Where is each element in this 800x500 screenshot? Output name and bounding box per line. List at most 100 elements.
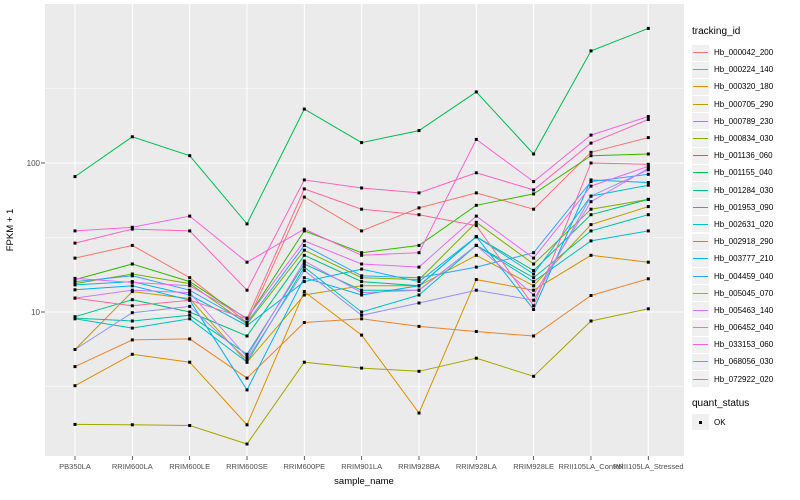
data-point bbox=[589, 319, 593, 323]
legend-item: Hb_005463_140 bbox=[692, 302, 798, 319]
legend-key bbox=[692, 216, 709, 233]
data-point bbox=[188, 214, 192, 218]
legend-key bbox=[692, 319, 709, 336]
data-point bbox=[188, 310, 192, 314]
y-axis-title: FPKM + 1 bbox=[5, 209, 16, 252]
data-point bbox=[245, 222, 249, 226]
data-point bbox=[360, 262, 364, 266]
data-point bbox=[646, 152, 650, 156]
data-point bbox=[130, 298, 134, 302]
data-point bbox=[474, 356, 478, 360]
data-point bbox=[589, 253, 593, 257]
data-point bbox=[417, 243, 421, 247]
data-point bbox=[130, 225, 134, 229]
data-point bbox=[474, 203, 478, 207]
x-axis-title: sample_name bbox=[334, 476, 394, 487]
data-point bbox=[532, 262, 536, 266]
data-point bbox=[130, 319, 134, 323]
data-point bbox=[589, 178, 593, 182]
legend-key-line-icon bbox=[693, 241, 708, 243]
data-point bbox=[417, 293, 421, 297]
data-point bbox=[188, 317, 192, 321]
data-point bbox=[417, 191, 421, 195]
data-point bbox=[589, 161, 593, 165]
data-point bbox=[474, 224, 478, 228]
legend-key bbox=[692, 268, 709, 285]
data-point bbox=[646, 118, 650, 121]
legend-item: Hb_002631_020 bbox=[692, 216, 798, 233]
legend-item-label: Hb_001284_030 bbox=[714, 185, 774, 195]
data-point bbox=[360, 280, 364, 284]
data-point bbox=[130, 272, 134, 276]
data-point bbox=[417, 213, 421, 217]
data-point bbox=[302, 195, 306, 199]
legend-item-label: Hb_000705_290 bbox=[714, 99, 774, 109]
legend-item-label: Hb_000789_230 bbox=[714, 116, 774, 126]
data-point bbox=[589, 207, 593, 211]
data-point bbox=[302, 321, 306, 324]
legend-key bbox=[692, 147, 709, 164]
x-tick-label: RRIM928LA bbox=[456, 462, 497, 471]
legend-item-label: Hb_002631_020 bbox=[714, 219, 774, 229]
legend-item-label: Hb_068056_030 bbox=[714, 357, 774, 367]
data-point bbox=[130, 338, 134, 342]
data-point bbox=[188, 360, 192, 364]
data-point bbox=[474, 253, 478, 257]
data-point bbox=[245, 288, 249, 292]
data-point bbox=[73, 348, 77, 351]
legend-key-line-icon bbox=[693, 138, 708, 140]
legend-item: Hb_072922_020 bbox=[692, 371, 798, 388]
data-point bbox=[532, 180, 536, 184]
data-point bbox=[417, 265, 421, 269]
legend-item: Hb_001136_060 bbox=[692, 147, 798, 164]
legend-key-line-icon bbox=[693, 327, 708, 329]
data-point bbox=[245, 260, 249, 264]
y-tick-label-100: 100 bbox=[27, 159, 41, 168]
data-point bbox=[130, 262, 134, 266]
data-point bbox=[360, 253, 364, 257]
data-point bbox=[474, 90, 478, 94]
legend-item-label: Hb_003777_210 bbox=[714, 254, 774, 264]
data-point bbox=[360, 141, 364, 145]
legend-item: Hb_001155_040 bbox=[692, 164, 798, 181]
x-tick-label: RRII105LA_Control bbox=[558, 462, 623, 471]
legend-item-label: Hb_001953_090 bbox=[714, 202, 774, 212]
legend-item-label: Hb_005463_140 bbox=[714, 305, 774, 315]
data-point bbox=[360, 274, 364, 278]
data-point bbox=[417, 278, 421, 282]
legend-item-label: Hb_006452_040 bbox=[714, 323, 774, 333]
data-point bbox=[532, 334, 536, 338]
data-point bbox=[474, 171, 478, 175]
x-tick-label: RRIM600PE bbox=[283, 462, 325, 471]
data-point bbox=[302, 265, 306, 269]
data-point bbox=[302, 259, 306, 263]
data-point bbox=[646, 260, 650, 264]
data-point bbox=[474, 214, 478, 218]
data-point bbox=[646, 162, 650, 166]
data-point bbox=[589, 239, 593, 243]
legend-key bbox=[692, 96, 709, 113]
data-point bbox=[532, 269, 536, 272]
data-point bbox=[646, 166, 650, 170]
data-point bbox=[417, 324, 421, 328]
data-point bbox=[302, 227, 306, 231]
legend-key bbox=[692, 353, 709, 370]
legend-key bbox=[692, 78, 709, 95]
data-point bbox=[245, 423, 249, 427]
data-point bbox=[130, 280, 134, 284]
data-point bbox=[417, 284, 421, 288]
legend-item: Hb_033153_060 bbox=[692, 336, 798, 353]
data-point bbox=[417, 411, 421, 415]
data-point bbox=[532, 272, 536, 276]
data-point bbox=[360, 293, 364, 297]
data-point bbox=[532, 276, 536, 280]
legend-key-line-icon bbox=[693, 155, 708, 157]
data-point bbox=[302, 187, 306, 191]
legend-key bbox=[692, 233, 709, 250]
legend-item: Hb_004459_040 bbox=[692, 267, 798, 285]
data-point bbox=[532, 308, 536, 311]
data-point bbox=[73, 365, 77, 369]
legend-key bbox=[692, 199, 709, 216]
data-point bbox=[73, 241, 77, 245]
x-tick-label: PB350LA bbox=[59, 462, 91, 471]
